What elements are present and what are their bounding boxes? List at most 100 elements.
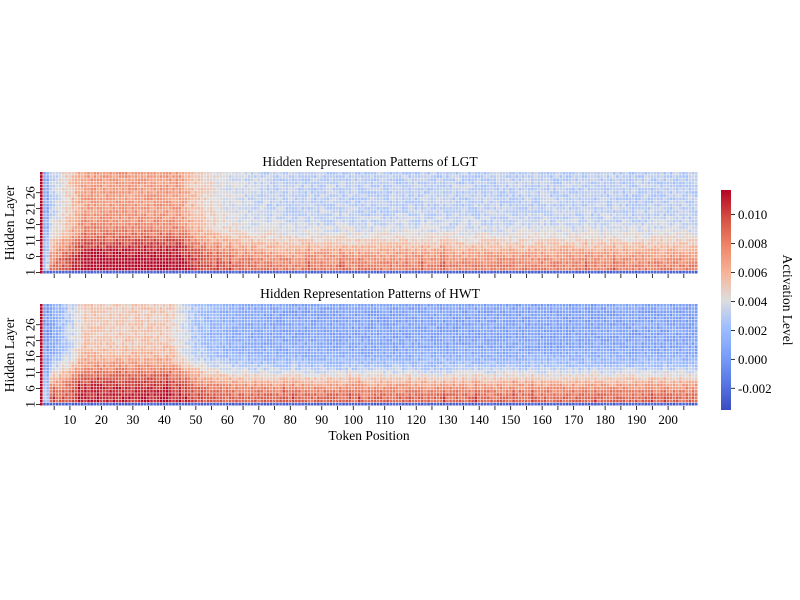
heatmap-cell	[458, 229, 462, 233]
heatmap-cell	[257, 216, 260, 220]
heatmap-cell	[143, 267, 147, 271]
heatmap-cell	[380, 258, 383, 261]
heatmap-cell	[115, 258, 119, 261]
heatmap-cell	[408, 226, 411, 229]
heatmap-cell	[200, 207, 204, 210]
heatmap-cell	[395, 175, 399, 178]
heatmap-cell	[288, 229, 292, 233]
heatmap-cell	[150, 207, 153, 210]
heatmap-cell	[430, 216, 433, 220]
heatmap-cell	[373, 264, 377, 268]
heatmap-cell	[518, 258, 522, 261]
heatmap-cell	[295, 181, 298, 185]
heatmap-cell	[203, 248, 207, 252]
heatmap-cell	[109, 229, 112, 233]
heatmap-cell	[285, 270, 289, 274]
heatmap-cell	[68, 172, 71, 175]
heatmap-cell	[427, 191, 430, 194]
heatmap-cell	[509, 267, 512, 271]
heatmap-cell	[210, 235, 213, 239]
heatmap-cell	[317, 194, 320, 197]
heatmap-cell	[288, 223, 292, 226]
heatmap-cell	[301, 229, 304, 233]
heatmap-cell	[194, 216, 197, 220]
heatmap-cell	[405, 197, 408, 201]
heatmap-cell	[351, 264, 355, 268]
heatmap-cell	[458, 197, 462, 201]
heatmap-cell	[427, 232, 430, 236]
heatmap-cell	[326, 245, 330, 248]
heatmap-cell	[446, 172, 449, 175]
heatmap-cell	[128, 251, 131, 255]
heatmap-cell	[200, 191, 204, 194]
heatmap-cell	[131, 216, 134, 220]
heatmap-cell	[175, 200, 178, 204]
heatmap-cell	[247, 184, 251, 188]
heatmap-cell	[339, 200, 342, 204]
heatmap-cell	[480, 203, 484, 207]
heatmap-cell	[175, 267, 178, 271]
heatmap-cell	[68, 267, 71, 271]
heatmap-cell	[266, 264, 270, 268]
heatmap-cell	[411, 242, 415, 245]
heatmap-cell	[430, 270, 433, 274]
heatmap-cell	[509, 200, 512, 204]
heatmap-cell	[417, 235, 421, 239]
heatmap-cell	[395, 264, 399, 268]
heatmap-cell	[266, 181, 270, 185]
heatmap-cell	[465, 245, 468, 248]
heatmap-cell	[84, 203, 87, 207]
heatmap-cell	[71, 261, 75, 264]
heatmap-cell	[512, 181, 515, 185]
heatmap-cell	[279, 216, 282, 220]
heatmap-cell	[430, 258, 433, 261]
heatmap-cell	[458, 223, 462, 226]
heatmap-cell	[150, 229, 153, 233]
heatmap-cell	[225, 219, 229, 223]
heatmap-cell	[342, 172, 345, 175]
heatmap-cell	[131, 245, 134, 248]
heatmap-cell	[102, 181, 106, 185]
heatmap-cell	[405, 238, 408, 242]
heatmap-cell	[178, 251, 182, 255]
heatmap-cell	[247, 223, 251, 226]
heatmap-cell	[219, 219, 223, 223]
heatmap-cell	[342, 248, 345, 252]
heatmap-cell	[295, 223, 298, 226]
heatmap-cell	[175, 197, 178, 201]
heatmap-cell	[376, 258, 380, 261]
heatmap-cell	[269, 248, 273, 252]
heatmap-cell	[480, 213, 484, 217]
heatmap-cell	[310, 264, 314, 268]
heatmap-cell	[326, 261, 330, 264]
heatmap-cell	[74, 181, 78, 185]
heatmap-cell	[446, 232, 449, 236]
heatmap-cell	[153, 235, 156, 239]
heatmap-cell	[527, 216, 531, 220]
heatmap-cell	[512, 258, 515, 261]
heatmap-cell	[150, 184, 153, 188]
heatmap-cell	[446, 251, 449, 255]
heatmap-cell	[96, 207, 100, 210]
heatmap-cell	[389, 242, 393, 245]
heatmap-cell	[395, 235, 399, 239]
heatmap-cell	[373, 197, 377, 201]
heatmap-cell	[389, 191, 393, 194]
heatmap-cell	[222, 261, 226, 264]
heatmap-cell	[452, 187, 456, 191]
heatmap-cell	[250, 175, 254, 178]
heatmap-cell	[515, 258, 518, 261]
heatmap-cell	[364, 216, 367, 220]
heatmap-cell	[335, 178, 339, 182]
heatmap-cell	[408, 178, 411, 182]
heatmap-cell	[468, 229, 471, 233]
heatmap-cell	[465, 264, 468, 268]
heatmap-cell	[461, 238, 465, 242]
heatmap-cell	[181, 172, 185, 175]
heatmap-cell	[433, 207, 437, 210]
heatmap-cell	[402, 232, 405, 236]
heatmap-cell	[257, 238, 260, 242]
heatmap-cell	[351, 251, 355, 255]
heatmap-cell	[90, 261, 93, 264]
heatmap-cell	[420, 229, 424, 233]
